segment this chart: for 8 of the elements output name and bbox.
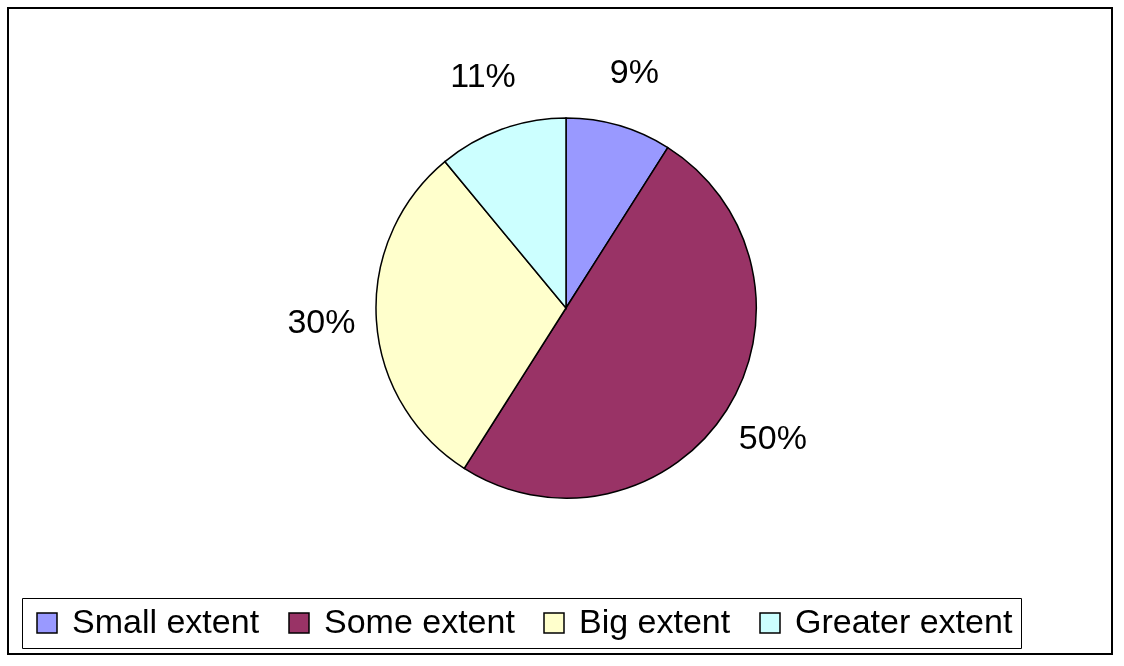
data-label: 50% — [738, 418, 807, 457]
legend-label: Greater extent — [795, 602, 1013, 640]
legend-label: Some extent — [324, 602, 516, 640]
data-label: 9% — [609, 51, 659, 90]
legend-label: Small extent — [72, 602, 260, 640]
data-label: 11% — [450, 56, 516, 95]
data-label: 30% — [287, 302, 356, 341]
legend-label: Big extent — [579, 602, 731, 640]
